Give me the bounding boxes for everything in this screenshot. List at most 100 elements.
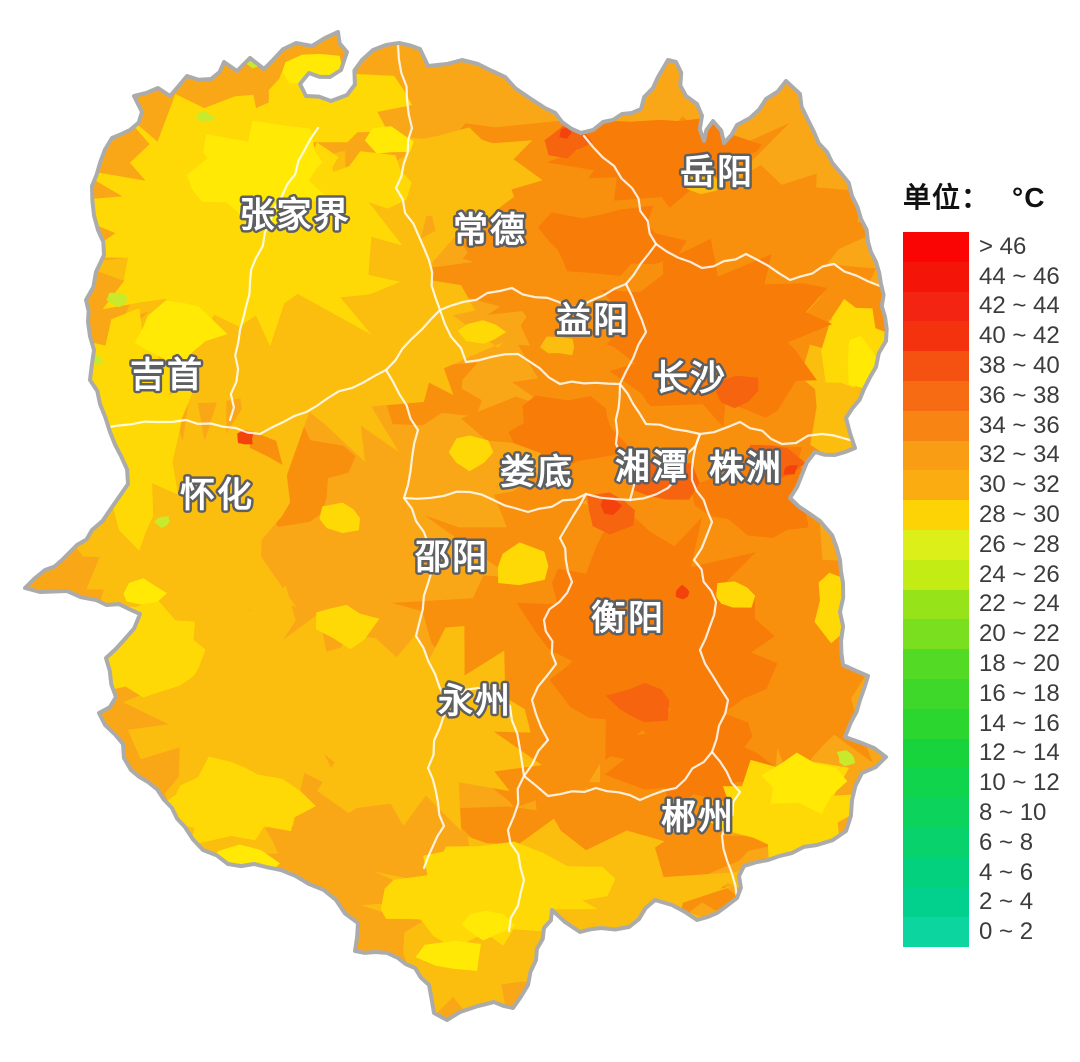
legend-swatch — [903, 798, 969, 828]
legend-swatch — [903, 291, 969, 322]
legend-label: 2 ~ 4 — [979, 888, 1034, 916]
legend: 单位： °C > 46 44 ~ 46 42 ~ 44 40 ~ 42 38 ~ 40 36… — [903, 176, 1075, 948]
legend-swatch — [903, 708, 969, 739]
legend-swatch — [903, 232, 969, 262]
legend-swatch — [903, 738, 969, 769]
legend-entry: 34 ~ 36 — [903, 410, 1075, 441]
legend-swatch — [903, 470, 969, 501]
city-label: 常德 — [453, 211, 527, 250]
legend-swatch — [903, 559, 969, 590]
legend-entry: 30 ~ 32 — [903, 470, 1075, 501]
legend-label: 34 ~ 36 — [979, 411, 1060, 439]
legend-label: 0 ~ 2 — [979, 918, 1034, 946]
city-label: 湘潭 — [615, 448, 689, 487]
legend-label: 44 ~ 46 — [979, 262, 1060, 290]
legend-swatch — [903, 380, 969, 411]
district-border-line — [102, 308, 442, 436]
legend-entry: 12 ~ 14 — [903, 738, 1075, 769]
city-label: 岳阳 — [680, 153, 754, 192]
legend-label: 4 ~ 6 — [979, 858, 1034, 886]
legend-entry: 24 ~ 26 — [903, 559, 1075, 590]
legend-label: 28 ~ 30 — [979, 501, 1060, 529]
legend-swatch — [903, 321, 969, 352]
district-borders — [102, 43, 882, 933]
legend-swatch — [903, 827, 969, 858]
legend-unit-value: °C — [1012, 182, 1046, 213]
district-border-line — [384, 368, 448, 870]
legend-entry: 2 ~ 4 — [903, 887, 1075, 918]
legend-entry: 18 ~ 20 — [903, 649, 1075, 679]
city-label: 邵阳 — [414, 538, 489, 577]
legend-swatch — [903, 857, 969, 888]
legend-label: 6 ~ 8 — [979, 828, 1034, 856]
district-border-line — [618, 282, 858, 446]
legend-entry: 22 ~ 24 — [903, 589, 1075, 620]
legend-label: 20 ~ 22 — [979, 620, 1060, 648]
province-border — [23, 30, 889, 1022]
legend-label: 18 ~ 20 — [979, 650, 1060, 678]
district-border-line — [438, 134, 658, 312]
district-border-line — [522, 750, 714, 802]
district-border-line — [654, 242, 882, 288]
legend-entry: 26 ~ 28 — [903, 529, 1075, 560]
legend-entry: 16 ~ 18 — [903, 678, 1075, 709]
district-border-line — [444, 686, 526, 778]
legend-swatch — [903, 529, 969, 560]
legend-label: 12 ~ 14 — [979, 739, 1060, 767]
city-label: 怀化 — [180, 476, 254, 515]
district-border-line — [506, 774, 526, 933]
city-label: 永州 — [438, 682, 512, 721]
legend-entry: 20 ~ 22 — [903, 619, 1075, 650]
district-border-line — [614, 382, 638, 502]
city-label: 吉首 — [130, 356, 204, 395]
legend-entry: 4 ~ 6 — [903, 857, 1075, 888]
district-border-line — [522, 492, 588, 778]
district-border-line — [228, 126, 320, 422]
legend-swatch — [903, 351, 969, 381]
legend-swatch — [903, 917, 969, 948]
city-label: 株洲 — [709, 449, 783, 488]
legend-swatch — [903, 410, 969, 441]
legend-label: 16 ~ 18 — [979, 679, 1060, 707]
legend-swatch — [903, 261, 969, 292]
legend-entry: 10 ~ 12 — [903, 768, 1075, 799]
legend-unit-label: 单位： — [903, 182, 991, 213]
legend-entry: > 46 — [903, 232, 1075, 262]
legend-entry: 40 ~ 42 — [903, 321, 1075, 352]
legend-label: 36 ~ 38 — [979, 381, 1060, 409]
legend-scale: > 46 44 ~ 46 42 ~ 44 40 ~ 42 38 ~ 40 36 ~ 38 3… — [903, 232, 1075, 948]
legend-label: 8 ~ 10 — [979, 799, 1047, 827]
legend-swatch — [903, 589, 969, 620]
legend-entry: 28 ~ 30 — [903, 500, 1075, 530]
legend-swatch — [903, 649, 969, 679]
legend-label: 22 ~ 24 — [979, 590, 1060, 618]
legend-entry: 36 ~ 38 — [903, 380, 1075, 411]
legend-entry: 0 ~ 2 — [903, 917, 1075, 948]
city-label: 张家界 — [239, 196, 350, 235]
legend-entry: 8 ~ 10 — [903, 798, 1075, 828]
legend-title: 单位： °C — [903, 176, 1075, 216]
legend-label: 10 ~ 12 — [979, 769, 1060, 797]
legend-entry: 14 ~ 16 — [903, 708, 1075, 739]
legend-swatch — [903, 768, 969, 799]
district-border-line — [438, 308, 622, 386]
legend-label: 14 ~ 16 — [979, 709, 1060, 737]
legend-label: 26 ~ 28 — [979, 530, 1060, 558]
legend-label: 30 ~ 32 — [979, 471, 1060, 499]
city-label: 益阳 — [556, 301, 630, 340]
legend-entry: 42 ~ 44 — [903, 291, 1075, 322]
legend-label: 24 ~ 26 — [979, 560, 1060, 588]
city-label: 郴州 — [661, 798, 735, 837]
legend-swatch — [903, 619, 969, 650]
city-label: 娄底 — [500, 453, 574, 492]
legend-label: 32 ~ 34 — [979, 441, 1060, 469]
district-border-line — [402, 432, 702, 514]
legend-label: 42 ~ 44 — [979, 292, 1060, 320]
district-border-line — [690, 432, 742, 900]
legend-entry: 6 ~ 8 — [903, 827, 1075, 858]
legend-entry: 44 ~ 46 — [903, 261, 1075, 292]
legend-swatch — [903, 500, 969, 530]
legend-swatch — [903, 678, 969, 709]
